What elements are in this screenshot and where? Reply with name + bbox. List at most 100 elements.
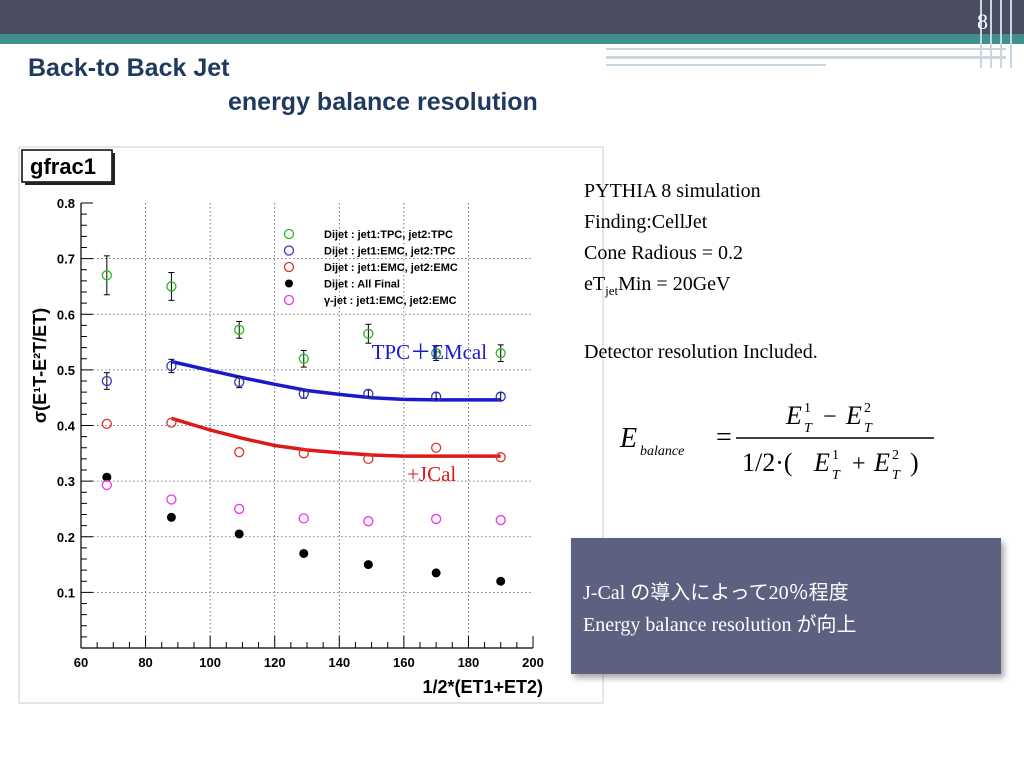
info-line: Cone Radious = 0.2 [584, 242, 744, 264]
data-point [234, 503, 245, 515]
et-subscript: jet [605, 283, 619, 298]
decor-stripe [606, 48, 1006, 50]
svg-text:2: 2 [892, 448, 899, 463]
legend-marker [283, 294, 295, 306]
info-line: Finding:CellJet [584, 211, 708, 233]
et-min-text: Min = 20GeV [618, 273, 731, 295]
data-point [495, 391, 506, 402]
slide-title-line1: Back-to Back Jet [28, 54, 230, 82]
y-tick-label: 0.6 [57, 307, 75, 322]
data-point [234, 447, 245, 458]
data-point [298, 353, 309, 364]
data-point [495, 514, 506, 526]
x-tick-label: 140 [328, 655, 350, 670]
decor-vline [1010, 0, 1012, 68]
data-point [430, 348, 442, 359]
data-point [166, 494, 177, 505]
chart-annotation: TPC＋EMcal [372, 340, 488, 364]
data-point [363, 453, 374, 465]
svg-text:E: E [813, 448, 830, 477]
y-tick-label: 0.7 [57, 252, 75, 267]
data-point [101, 479, 112, 491]
data-point [234, 376, 245, 388]
data-point [495, 348, 506, 359]
info-line: Detector resolution Included. [584, 341, 818, 363]
series-group [101, 358, 506, 402]
chart-frame [18, 146, 604, 704]
energy-balance-formula: E balance = E 1 T − E 2 T 1/2·( E 1 T + … [619, 401, 934, 483]
x-tick-label: 80 [138, 655, 152, 670]
legend-entry: γ-jet : jet1:EMC, jet2:EMC [324, 295, 457, 307]
svg-text:E: E [785, 401, 802, 430]
decor-stripe [606, 56, 1006, 59]
legend-marker [283, 261, 295, 273]
svg-text:E: E [873, 448, 890, 477]
decor-vline [1000, 0, 1002, 68]
data-point [495, 452, 506, 463]
slide-title-line2: energy balance resolution [228, 88, 538, 116]
data-point [496, 576, 506, 586]
decor-vline [990, 0, 992, 68]
data-point [299, 548, 309, 558]
x-tick-label: 100 [199, 655, 221, 670]
x-tick-label: 180 [458, 655, 480, 670]
x-tick-label: 120 [264, 655, 286, 670]
svg-text:T: T [832, 468, 841, 483]
svg-text:1: 1 [832, 448, 839, 463]
data-point [298, 448, 309, 459]
svg-text:2: 2 [864, 401, 871, 416]
data-point [234, 324, 245, 335]
info-line-et: eTjetMin = 20GeV [584, 269, 818, 306]
data-point [298, 513, 309, 524]
y-tick-label: 0.1 [57, 585, 75, 600]
data-point [363, 516, 374, 527]
data-point [234, 529, 244, 539]
y-tick-label: 0.8 [57, 196, 75, 211]
conclusion-line1: J-Cal の導入によって20％程度 [583, 582, 849, 604]
conclusion-line2: Energy balance resolution が向上 [583, 614, 857, 636]
formula-numerator: E 1 T − E 2 T [785, 401, 873, 436]
series-group [101, 479, 506, 527]
top-bar [0, 0, 1024, 34]
series-group [101, 417, 506, 465]
chart-title: gfrac1 [30, 154, 96, 179]
x-tick-label: 200 [522, 655, 544, 670]
y-tick-label: 0.5 [57, 363, 75, 378]
svg-text:1: 1 [804, 401, 811, 416]
svg-text:T: T [864, 421, 873, 436]
svg-text:T: T [892, 468, 901, 483]
x-tick-label: 160 [393, 655, 415, 670]
legend-marker [285, 279, 293, 288]
data-point [166, 417, 177, 428]
data-point [298, 388, 309, 399]
legend-entry: Dijet : jet1:EMC, jet2:EMC [324, 262, 458, 274]
decor-vline [980, 0, 982, 68]
svg-text:T: T [804, 421, 813, 436]
info-line: PYTHIA 8 simulation [584, 180, 761, 202]
series-group [102, 472, 506, 586]
x-tick-label: 60 [74, 655, 88, 670]
chart-title-shadow [25, 182, 115, 185]
legend-marker [283, 228, 295, 240]
decor-stripe [606, 64, 826, 66]
data-point [430, 442, 442, 453]
data-point [430, 513, 442, 525]
y-tick-label: 0.3 [57, 474, 75, 489]
y-axis-label: σ(E¹T-E²T/ET) [30, 308, 50, 423]
y-tick-label: 0.2 [57, 530, 75, 545]
x-axis-label: 1/2*(ET1+ET2) [422, 677, 543, 697]
svg-text:): ) [910, 448, 919, 477]
y-tick-label: 0.4 [57, 419, 76, 434]
chart-title-shadow [112, 153, 115, 185]
data-point [431, 568, 441, 578]
formula-lhs-sub: balance [640, 444, 684, 459]
formula-equals: = [716, 422, 732, 453]
fit-curve [171, 359, 501, 402]
data-point [166, 360, 177, 372]
svg-text:E: E [845, 401, 862, 430]
conclusion-box: J-Cal の導入によって20％程度 Energy balance resolu… [571, 538, 1001, 674]
svg-text:1/2·(: 1/2·( [742, 448, 793, 477]
data-point [363, 388, 374, 399]
formula-lhs: E [619, 423, 637, 454]
formula-denominator: 1/2·( E 1 T + E 2 T ) [742, 448, 919, 483]
